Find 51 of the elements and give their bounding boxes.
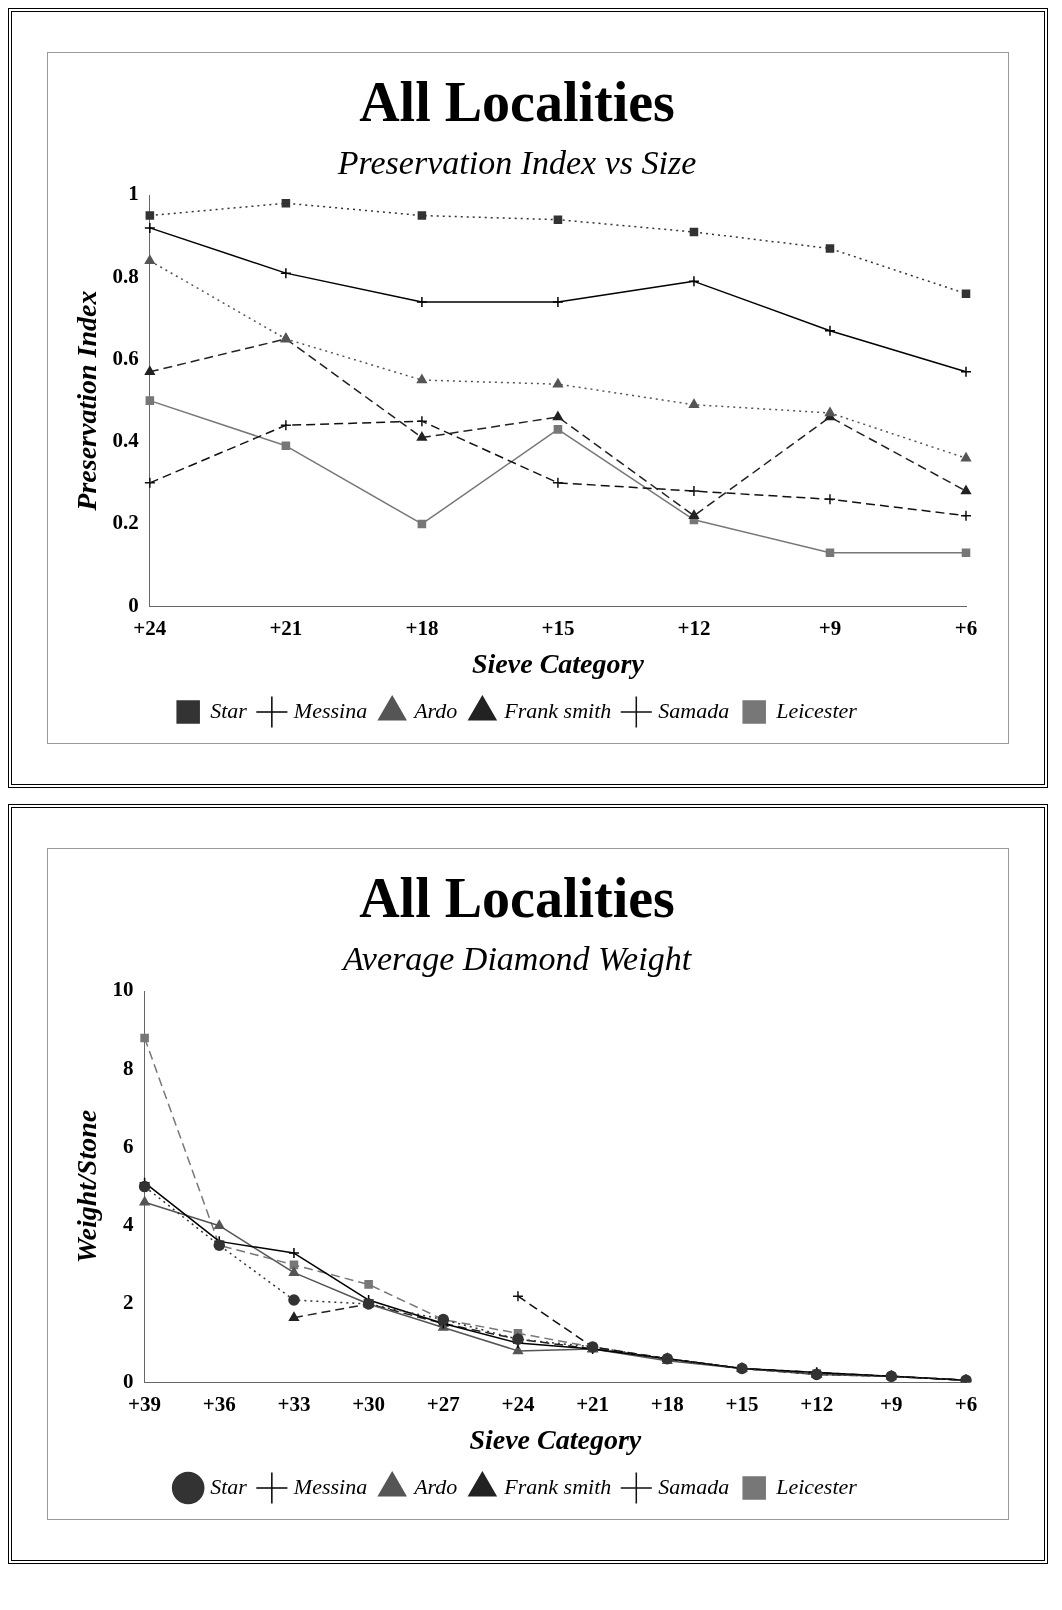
legend-label: Messina — [292, 1473, 368, 1499]
x-tick-label: +21 — [576, 1392, 610, 1417]
legend-label: Frank smith — [503, 697, 612, 723]
x-tick-label: +18 — [405, 616, 439, 641]
y-tick-label: 6 — [123, 1133, 134, 1158]
y-axis-title: Weight/Stone — [71, 1109, 103, 1264]
y-tick-label: 2 — [123, 1290, 134, 1315]
x-tick-label: +39 — [128, 1392, 162, 1417]
x-tick-label: +6 — [954, 1392, 978, 1417]
legend-label: Ardo — [412, 697, 458, 723]
x-tick-label: +18 — [650, 1392, 684, 1417]
y-tick-label: 0.4 — [112, 428, 140, 453]
x-tick-label: +9 — [880, 1392, 903, 1417]
chart-title: All Localities — [359, 71, 675, 134]
legend-label: Samada — [658, 1473, 730, 1499]
y-tick-label: 0 — [128, 592, 139, 617]
x-tick-label: +24 — [501, 1392, 535, 1417]
legend-label: Samada — [658, 697, 730, 723]
legend-label: Star — [210, 1473, 248, 1499]
x-tick-label: +27 — [426, 1392, 460, 1417]
y-tick-label: 0.6 — [112, 345, 139, 370]
legend-label: Leicester — [775, 697, 858, 723]
y-tick-label: 0.8 — [112, 263, 139, 288]
y-tick-label: 4 — [123, 1212, 135, 1237]
legend-label: Frank smith — [503, 1473, 612, 1499]
x-tick-label: +6 — [954, 616, 978, 641]
chart-subtitle: Preservation Index vs Size — [336, 143, 697, 181]
x-axis-title: Sieve Category — [469, 1424, 642, 1456]
x-tick-label: +30 — [352, 1392, 386, 1417]
x-tick-label: +33 — [277, 1392, 311, 1417]
x-tick-label: +12 — [800, 1392, 834, 1417]
y-tick-label: 0 — [123, 1368, 134, 1393]
y-tick-label: 0.2 — [112, 510, 139, 535]
y-tick-label: 10 — [112, 977, 134, 1002]
y-tick-label: 8 — [123, 1055, 134, 1080]
y-tick-label: 1 — [128, 181, 139, 206]
y-axis-title: Preservation Index — [71, 290, 103, 512]
x-tick-label: +24 — [133, 616, 167, 641]
x-axis-title: Sieve Category — [472, 648, 645, 680]
x-tick-label: +15 — [725, 1392, 759, 1417]
legend-label: Leicester — [775, 1473, 858, 1499]
chart-subtitle: Average Diamond Weight — [340, 939, 693, 977]
x-tick-label: +12 — [677, 616, 711, 641]
x-tick-label: +21 — [269, 616, 303, 641]
x-tick-label: +36 — [202, 1392, 236, 1417]
x-tick-label: +9 — [818, 616, 842, 641]
legend-label: Messina — [292, 697, 368, 723]
legend-label: Ardo — [412, 1473, 458, 1499]
chart-title: All Localities — [359, 867, 675, 930]
legend-label: Star — [210, 697, 248, 723]
x-tick-label: +15 — [541, 616, 575, 641]
